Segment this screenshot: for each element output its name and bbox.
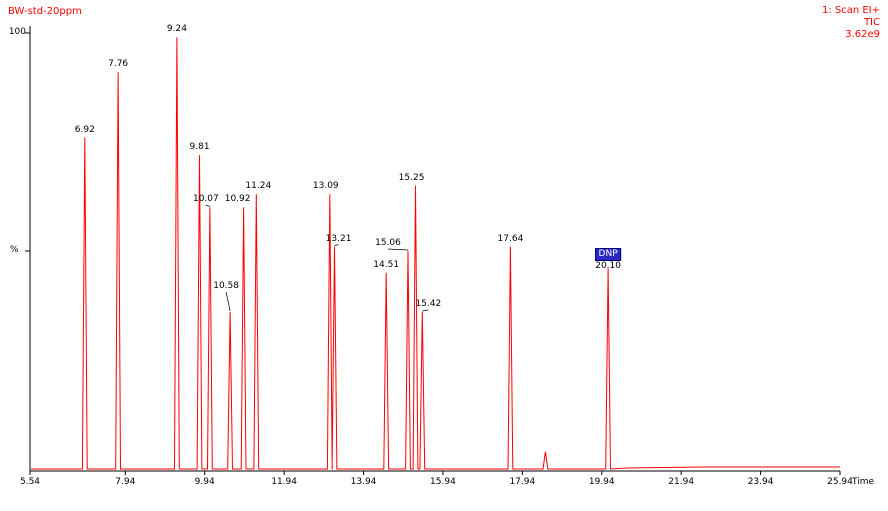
peak-leader-line [387,248,409,251]
intensity-value: 3.62e9 [845,29,880,40]
scan-mode-label: 1: Scan EI+ [821,5,880,16]
sample-name: BW-std-20ppm [8,6,82,17]
trace-type-label: TIC [863,17,880,28]
x-axis-title: Time [852,477,875,487]
tic-trace [31,37,840,470]
axis-frame [29,26,840,472]
dnp-tag[interactable]: DNP [595,248,621,262]
scan-info-block: 1: Scan EI+ TIC 3.62e9 [822,5,880,41]
peak-leader-line [225,291,231,312]
y-axis-max-label: 100 [8,27,26,37]
y-axis-title: % [10,245,19,255]
peak-leader-line [422,309,429,312]
peak-leader-line [334,244,339,247]
peak-leader-line [205,205,210,207]
